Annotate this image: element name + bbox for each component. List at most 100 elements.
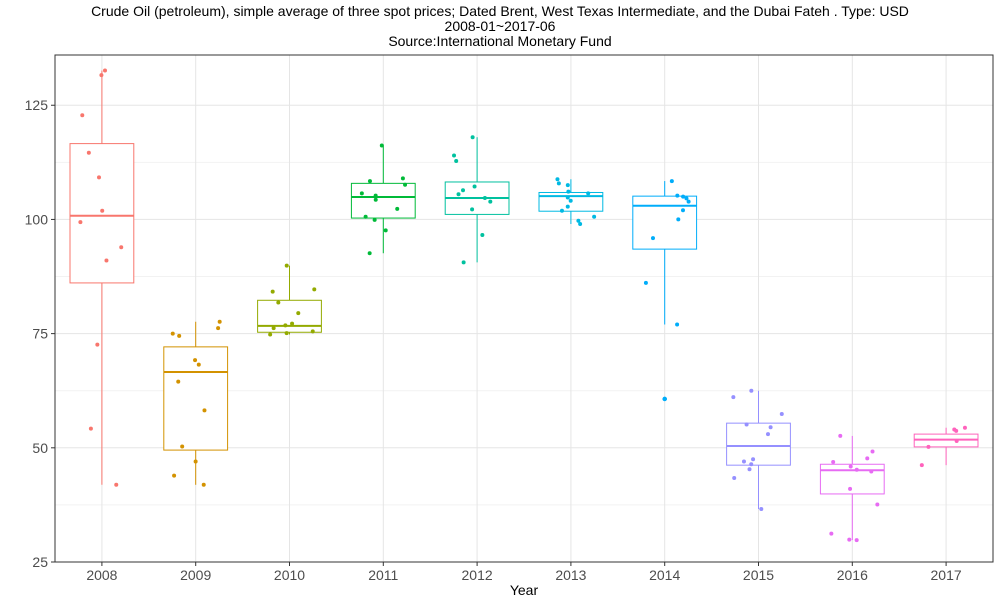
data-point [470, 135, 475, 140]
box-2017 [913, 427, 979, 466]
data-point [952, 427, 957, 432]
data-point [359, 191, 364, 196]
data-point [276, 300, 281, 305]
data-point [88, 426, 93, 431]
data-point [847, 537, 852, 542]
y-tick-label: 75 [32, 326, 48, 342]
data-point [270, 289, 275, 294]
axis-layer: 25 50 75 100 125 2008 2009 2010 2011 2012 2013 2014… [25, 97, 962, 583]
box-2010 [257, 265, 322, 335]
data-point [565, 195, 570, 200]
box-2008 [69, 70, 135, 485]
data-point [100, 208, 105, 213]
data-point [870, 449, 875, 454]
data-point [395, 206, 400, 211]
iqr-box [69, 143, 135, 284]
data-point [838, 433, 843, 438]
data-point [271, 326, 276, 331]
outlier-point [662, 396, 667, 402]
x-axis-title: Year [510, 582, 539, 598]
y-tick-label: 25 [32, 554, 48, 570]
data-point [99, 73, 104, 78]
data-point [216, 326, 221, 331]
data-point [86, 150, 91, 155]
data-point [470, 207, 475, 212]
data-point [217, 319, 222, 324]
x-tick-label-2011: 2011 [368, 567, 398, 583]
data-point [565, 183, 570, 188]
data-point [926, 444, 931, 449]
chart-title: Crude Oil (petroleum), simple average of… [91, 3, 909, 19]
box-2009 [163, 321, 229, 485]
data-point [875, 502, 880, 507]
data-point [472, 184, 477, 189]
data-point [482, 195, 487, 200]
data-point [480, 232, 485, 237]
data-point [565, 204, 570, 209]
data-point [759, 507, 764, 512]
x-tick-label-2010: 2010 [274, 567, 305, 583]
data-point [744, 422, 749, 427]
data-point [954, 438, 959, 443]
data-point [104, 258, 109, 263]
y-tick-label: 50 [32, 440, 48, 456]
data-point [559, 208, 564, 213]
data-point [751, 457, 756, 462]
box-2014 [632, 181, 698, 402]
data-point [566, 189, 571, 194]
data-point [202, 408, 207, 413]
chart-source: Source:International Monetary Fund [388, 33, 612, 49]
x-tick-label-2012: 2012 [462, 567, 493, 583]
data-point [669, 179, 674, 184]
data-point [848, 486, 853, 491]
data-point [488, 199, 493, 204]
data-point [684, 196, 689, 201]
data-point [650, 236, 655, 241]
data-point [379, 143, 384, 148]
data-point [919, 463, 924, 468]
data-point [177, 333, 182, 338]
data-point [196, 362, 201, 367]
data-point [296, 311, 301, 316]
data-point [732, 475, 737, 480]
data-point [367, 179, 372, 184]
data-point [555, 177, 560, 182]
data-point [80, 113, 85, 118]
data-point [170, 331, 175, 336]
data-point [312, 287, 317, 292]
box-2012 [444, 137, 510, 263]
data-point [180, 444, 185, 449]
data-point [268, 332, 273, 337]
data-point [592, 214, 597, 219]
data-point [284, 263, 289, 268]
data-point [962, 425, 967, 430]
data-point [290, 321, 295, 326]
x-tick-label-2016: 2016 [837, 567, 868, 583]
data-point [747, 467, 752, 472]
data-point [865, 456, 870, 461]
data-point [372, 217, 377, 222]
iqr-box [726, 422, 791, 466]
point-layer [78, 68, 967, 543]
data-point [854, 467, 859, 472]
data-point [284, 331, 289, 336]
x-tick-label-2014: 2014 [649, 567, 680, 583]
data-point [456, 192, 461, 197]
box-2016 [819, 435, 885, 541]
data-point [779, 412, 784, 417]
data-point [373, 193, 378, 198]
data-point [680, 208, 685, 213]
data-point [97, 175, 102, 180]
x-tick-label-2013: 2013 [555, 567, 586, 583]
data-point [114, 482, 119, 487]
plot-panel-border [54, 54, 994, 563]
data-point [869, 469, 874, 474]
data-point [461, 260, 466, 265]
y-tick-label: 125 [25, 97, 49, 113]
data-point [831, 459, 836, 464]
data-point [731, 395, 736, 400]
data-point [119, 245, 124, 250]
x-tick-label-2008: 2008 [86, 567, 117, 583]
data-point [201, 482, 206, 487]
